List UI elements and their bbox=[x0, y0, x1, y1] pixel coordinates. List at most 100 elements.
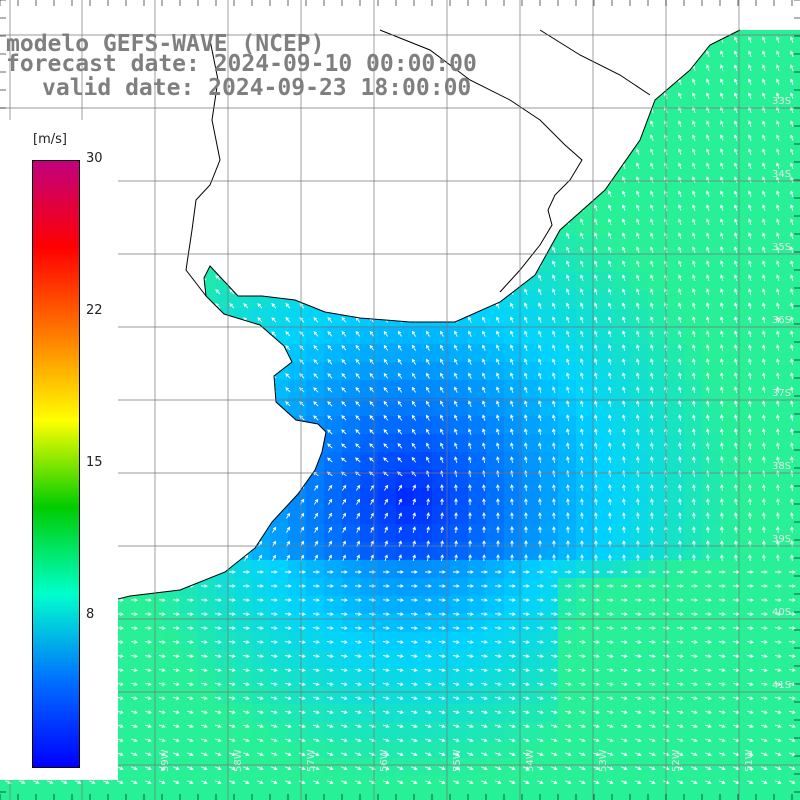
wind-arrow bbox=[440, 386, 444, 393]
wind-speed-cell bbox=[756, 560, 775, 579]
wind-arrow bbox=[201, 387, 207, 393]
wind-arrow bbox=[496, 498, 500, 506]
wind-arrow bbox=[452, 598, 460, 602]
wind-arrow bbox=[468, 386, 472, 393]
wind-arrow bbox=[720, 372, 724, 380]
wind-arrow bbox=[327, 190, 333, 197]
wind-arrow bbox=[452, 584, 460, 588]
wind-speed-cell bbox=[612, 686, 631, 705]
wind-arrow bbox=[440, 36, 444, 43]
wind-arrow bbox=[580, 274, 584, 281]
wind-arrow bbox=[524, 526, 528, 534]
wind-arrow bbox=[286, 554, 290, 561]
wind-arrow bbox=[524, 204, 528, 211]
wind-speed-cell bbox=[486, 362, 505, 381]
wind-arrow bbox=[383, 766, 390, 770]
wind-speed-cell bbox=[558, 30, 577, 39]
wind-arrow bbox=[580, 316, 584, 323]
wind-arrow bbox=[762, 64, 766, 71]
wind-arrow bbox=[650, 484, 654, 492]
wind-arrow bbox=[620, 584, 628, 588]
wind-arrow bbox=[118, 554, 123, 561]
wind-speed-cell bbox=[324, 758, 343, 777]
wind-speed-cell bbox=[666, 758, 685, 777]
wind-arrow bbox=[538, 526, 542, 534]
wind-speed-cell bbox=[270, 776, 289, 795]
wind-speed-cell bbox=[522, 128, 541, 147]
wind-arrow bbox=[228, 457, 235, 463]
wind-speed-cell bbox=[306, 452, 325, 471]
wind-speed-cell bbox=[198, 488, 217, 507]
wind-speed-cell bbox=[324, 452, 343, 471]
wind-arrow bbox=[412, 554, 416, 562]
wind-arrow bbox=[411, 302, 416, 309]
wind-arrow bbox=[748, 148, 752, 155]
wind-speed-cell bbox=[378, 416, 397, 435]
wind-arrow bbox=[187, 512, 193, 519]
wind-arrow bbox=[678, 64, 682, 71]
wind-speed-cell bbox=[126, 452, 145, 471]
wind-arrow bbox=[678, 428, 682, 435]
wind-speed-cell bbox=[774, 362, 793, 381]
wind-arrow bbox=[355, 330, 361, 337]
wind-arrow bbox=[229, 218, 235, 225]
wind-speed-cell bbox=[432, 290, 451, 309]
wind-arrow bbox=[790, 204, 794, 212]
wind-arrow bbox=[552, 64, 556, 71]
wind-arrow bbox=[117, 766, 124, 770]
wind-arrow bbox=[524, 274, 528, 281]
wind-arrow bbox=[636, 78, 640, 85]
wind-arrow bbox=[313, 766, 320, 770]
wind-speed-cell bbox=[144, 452, 163, 471]
wind-arrow bbox=[482, 414, 486, 421]
wind-arrow bbox=[229, 359, 235, 365]
wind-speed-cell bbox=[702, 794, 721, 800]
wind-arrow bbox=[228, 626, 236, 630]
wind-arrow bbox=[382, 584, 390, 588]
wind-speed-cell bbox=[288, 146, 307, 165]
wind-arrow bbox=[510, 414, 514, 422]
wind-arrow bbox=[397, 218, 402, 225]
wind-arrow bbox=[426, 260, 430, 267]
wind-arrow bbox=[173, 233, 179, 239]
wind-arrow bbox=[243, 498, 249, 505]
wind-arrow bbox=[747, 570, 754, 574]
wind-arrow bbox=[453, 668, 460, 672]
wind-arrow bbox=[718, 696, 726, 700]
wind-speed-cell bbox=[630, 596, 649, 615]
wind-arrow bbox=[356, 498, 361, 505]
wind-arrow bbox=[256, 696, 264, 700]
wind-arrow bbox=[411, 330, 416, 337]
wind-speed-cell bbox=[720, 686, 739, 705]
wind-arrow bbox=[746, 682, 754, 686]
wind-arrow bbox=[173, 317, 179, 323]
wind-arrow bbox=[145, 134, 151, 141]
wind-arrow bbox=[173, 275, 179, 281]
wind-speed-cell bbox=[378, 218, 397, 237]
wind-arrow bbox=[117, 177, 123, 183]
wind-arrow bbox=[748, 190, 752, 197]
wind-arrow bbox=[760, 626, 768, 630]
wind-arrow bbox=[606, 696, 614, 700]
wind-speed-cell bbox=[306, 236, 325, 255]
wind-speed-cell bbox=[738, 146, 757, 165]
wind-speed-cell bbox=[630, 794, 649, 800]
wind-arrow bbox=[524, 92, 528, 99]
wind-speed-cell bbox=[720, 740, 739, 759]
wind-arrow bbox=[440, 372, 444, 379]
wind-arrow bbox=[145, 331, 151, 337]
wind-speed-cell bbox=[126, 380, 145, 399]
wind-arrow bbox=[734, 176, 738, 183]
wind-arrow bbox=[116, 429, 123, 435]
wind-arrow bbox=[496, 218, 500, 225]
wind-arrow bbox=[636, 148, 640, 155]
wind-speed-cell bbox=[432, 542, 451, 561]
wind-speed-cell bbox=[792, 254, 800, 273]
wind-arrow bbox=[622, 50, 626, 57]
wind-speed-cell bbox=[432, 200, 451, 219]
wind-arrow bbox=[790, 526, 794, 534]
wind-arrow bbox=[187, 331, 193, 337]
wind-arrow bbox=[117, 331, 123, 337]
wind-arrow bbox=[650, 190, 654, 197]
wind-arrow bbox=[566, 386, 570, 394]
